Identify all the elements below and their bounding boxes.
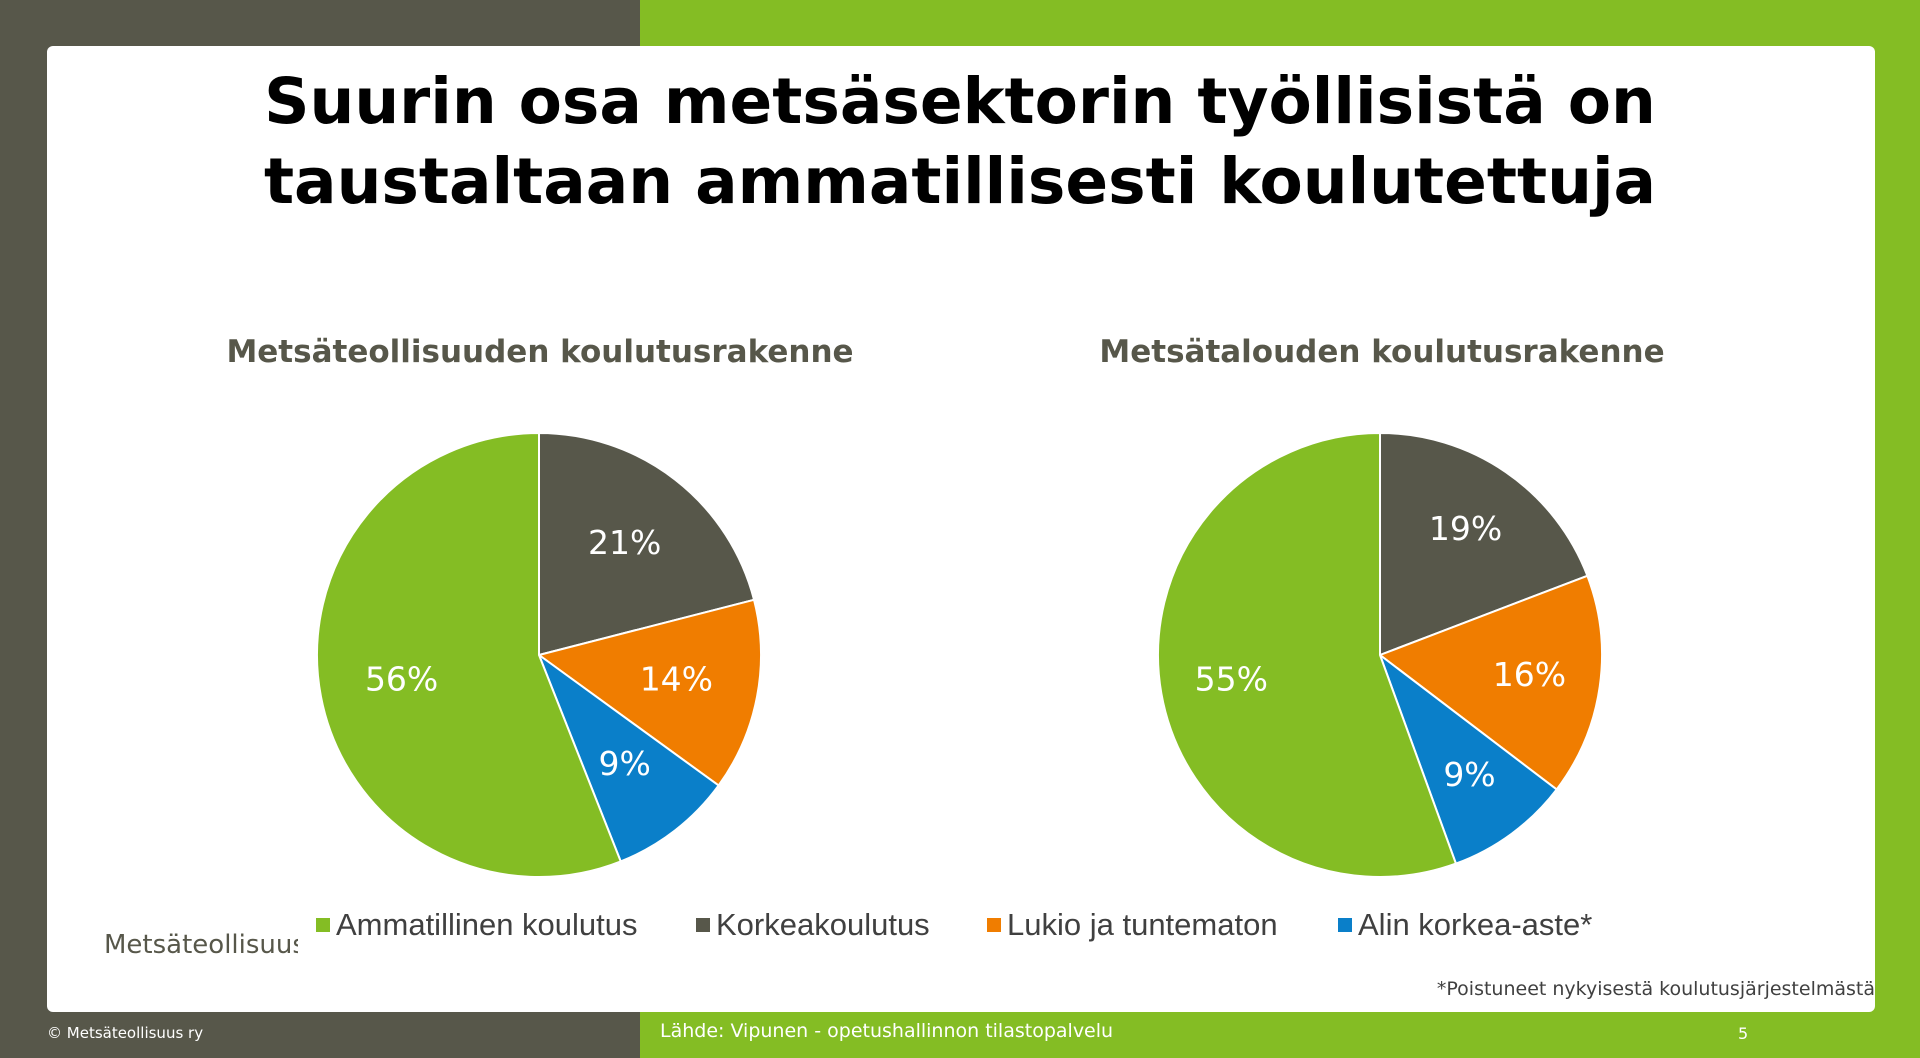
pie-data-label: 14% [640,660,713,699]
legend-swatch-alin-korkea-aste [1338,918,1352,932]
source-note: Lähde: Vipunen - opetushallinnon tilasto… [660,1020,1114,1042]
slide-card [47,46,1875,1012]
legend-swatch-ammatillinen [316,918,330,932]
pie-slice-ammatillinen-koulutus [316,431,623,878]
pie-slice-ammatillinen-koulutus [1157,431,1458,878]
pie-slice-lukio-ja-tuntematon [536,598,762,787]
slide-title: Suurin osa metsäsektorin työllisistä on … [0,62,1920,222]
chart-2-title: Metsätalouden koulutusrakenne [1099,334,1665,370]
pie-slice-korkeakoulutus [538,431,756,657]
pie-data-label: 21% [588,523,661,562]
copyright: © Metsäteollisuus ry [47,1024,204,1042]
legend-item-alin-korkea-aste: Alin korkea-aste* [1338,900,1592,950]
legend-swatch-lukio [987,918,1001,932]
pie-data-label: 19% [1429,509,1502,548]
logo-text: Metsäteollisuus [104,930,298,960]
pie-data-label: 16% [1493,655,1566,694]
pie-slice-lukio-ja-tuntematon [1377,574,1603,791]
pie-data-label: 56% [365,660,438,699]
slide-title-line-2: taustaltaan ammatillisesti koulutettuja [263,145,1657,218]
chart-1-title: Metsäteollisuuden koulutusrakenne [226,334,854,370]
page-number: 5 [1738,1024,1749,1043]
pie-slice-korkeakoulutus [1379,431,1589,657]
pie-slice-alin-korkea-aste [536,652,720,863]
legend-label: Korkeakoulutus [716,907,930,942]
legend-item-korkeakoulutus: Korkeakoulutus [696,900,930,950]
legend-swatch-korkeakoulutus [696,918,710,932]
pie-slice-alin-korkea-aste [1377,652,1559,865]
pie-data-label: 9% [1443,755,1495,794]
footnote: *Poistuneet nykyisestä koulutusjärjestel… [1436,978,1875,1000]
pie-data-label: 55% [1195,660,1268,699]
pie-data-label: 9% [599,744,651,783]
legend-item-ammatillinen: Ammatillinen koulutus [316,900,638,950]
slide-title-line-1: Suurin osa metsäsektorin työllisistä on [264,65,1656,138]
legend: Ammatillinen koulutus Korkeakoulutus Luk… [0,900,1920,950]
legend-label: Alin korkea-aste* [1358,907,1593,942]
legend-item-lukio: Lukio ja tuntematon [987,900,1278,950]
company-logo: Metsäteollisuus [92,920,298,970]
legend-label: Lukio ja tuntematon [1007,907,1278,942]
legend-label: Ammatillinen koulutus [336,907,638,942]
